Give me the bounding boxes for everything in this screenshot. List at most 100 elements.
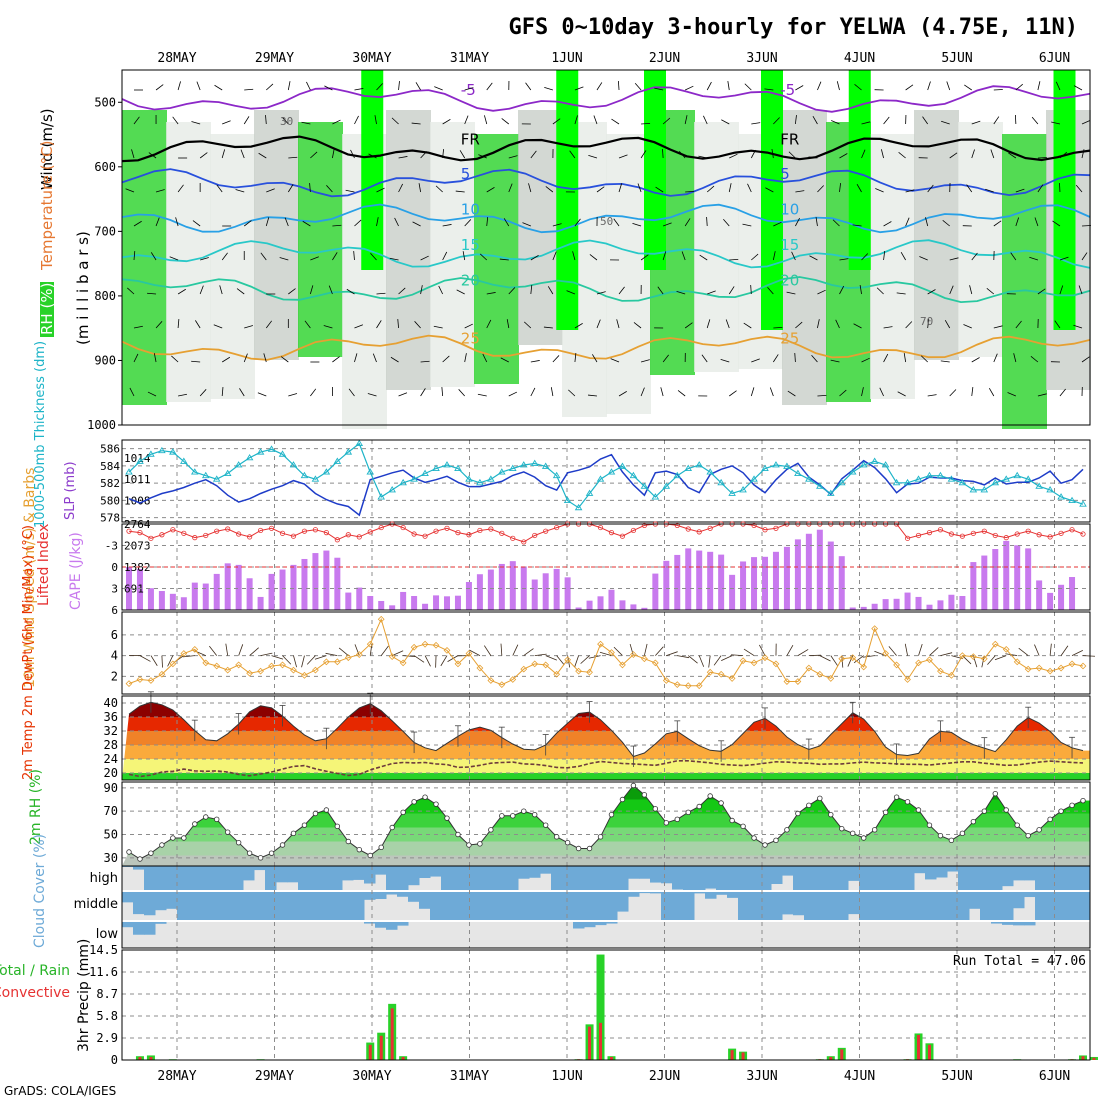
thk-tick-578: 578 [100, 512, 120, 525]
cape-bar [224, 563, 231, 610]
slp-marker [180, 457, 188, 464]
wind-marker [673, 681, 681, 689]
rh-marker [740, 823, 746, 830]
cloud-bar-middle [1079, 892, 1091, 920]
wind-barb [949, 257, 959, 261]
wind-barb [572, 251, 576, 261]
cloud-bar-middle [397, 892, 409, 897]
cape-bar [740, 561, 747, 610]
wind-barb [729, 390, 737, 397]
wind-barb [412, 221, 421, 227]
wind-frame [121, 611, 1091, 695]
cape-bar [301, 558, 308, 610]
wind-barb [808, 156, 818, 159]
wind-barb [332, 224, 342, 227]
wind-barb [323, 325, 333, 329]
temp-band [122, 745, 1090, 759]
cloud-bar-high [430, 866, 442, 877]
cloud-bar-middle [463, 892, 475, 920]
wind-barb-10m [545, 655, 557, 661]
cloud-bar-low [397, 922, 409, 926]
wind-barb [662, 251, 667, 261]
rh-marker [992, 790, 998, 797]
wind-barb [817, 81, 822, 91]
wind-barb [240, 149, 245, 159]
rh-marker [203, 814, 209, 820]
wind-marker [893, 661, 900, 669]
wind-tick-2: 2 [111, 669, 118, 683]
li-marker [400, 524, 406, 531]
wind-barb-10m [666, 651, 678, 656]
wind-barb-10m [392, 650, 404, 656]
precip-conv-bar [730, 1050, 734, 1060]
cloud-bar-high [386, 866, 398, 890]
wind-barb [574, 218, 581, 227]
slp-marker [1079, 500, 1087, 507]
rh-marker [126, 849, 132, 855]
wind-barb [817, 394, 827, 397]
wind-barb [153, 353, 157, 363]
wind-barb [550, 387, 554, 397]
wind-barb [1073, 324, 1083, 329]
cloud-bar-high [705, 866, 717, 889]
rh-marker [795, 810, 801, 817]
wind-barb [1075, 184, 1083, 193]
rh-marker [301, 822, 308, 828]
wind-barb-10m [139, 655, 151, 662]
slp-marker [870, 457, 879, 464]
wind-barb-10m [447, 655, 459, 662]
wind-barb [389, 257, 399, 261]
wind-barb [684, 85, 694, 91]
wind-barb [434, 86, 443, 91]
thk-tick-584: 584 [100, 460, 120, 473]
wind-marker [421, 640, 429, 648]
wind-barb [244, 88, 254, 91]
wind-barb [391, 117, 399, 125]
wind-barb [258, 152, 267, 159]
wind-barb [464, 87, 474, 91]
slp-marker [695, 461, 704, 468]
wind-barb-10m [759, 644, 766, 656]
wind-barb [127, 287, 135, 295]
li-marker [926, 529, 933, 536]
wind-barb [214, 84, 223, 91]
cloud-bar-middle [210, 892, 222, 920]
cloud-bar-high [595, 866, 607, 890]
rain-tick-5.8: 5.8 [96, 1009, 118, 1023]
rh-marker [532, 811, 538, 818]
precip-ylabel: 3hr Precip (mm) [76, 939, 92, 1052]
wind-barb [302, 220, 311, 227]
li-marker [203, 532, 209, 539]
wind-barb [964, 84, 972, 91]
wind-marker [904, 676, 911, 683]
wind-barb [940, 360, 950, 363]
wind-barb [414, 321, 421, 329]
wind-marker [651, 659, 659, 667]
cloud-bar-high [254, 866, 266, 871]
wind-marker [772, 660, 780, 668]
rh-marker [334, 823, 341, 830]
wind-barb [1055, 81, 1061, 91]
cloud-bar-high [617, 866, 629, 890]
wind10m-panel: 2 4 6 [111, 611, 1096, 695]
wind-barb [640, 359, 650, 363]
cape-bar [805, 533, 812, 610]
wind-barb [348, 388, 355, 397]
wind-marker [498, 681, 506, 689]
rh-marker [378, 844, 384, 851]
wind-marker [739, 657, 747, 665]
wind-barb [332, 149, 335, 159]
wind-barb-10m [629, 643, 634, 656]
rh-marker [137, 856, 143, 862]
cloud-bar-high [1068, 866, 1080, 890]
precip-conv-bar [917, 1034, 921, 1060]
p-tick-700: 700 [94, 224, 116, 238]
wind-barb [1037, 81, 1041, 91]
bottom-date-3JUN: 3JUN [746, 1069, 777, 1084]
cloud-bar-high [716, 866, 728, 890]
rh-marker [455, 831, 461, 838]
li-marker [696, 529, 702, 535]
wind-barb-10m [786, 645, 794, 656]
cape-bar [1003, 540, 1010, 610]
wind-barb [809, 255, 818, 261]
